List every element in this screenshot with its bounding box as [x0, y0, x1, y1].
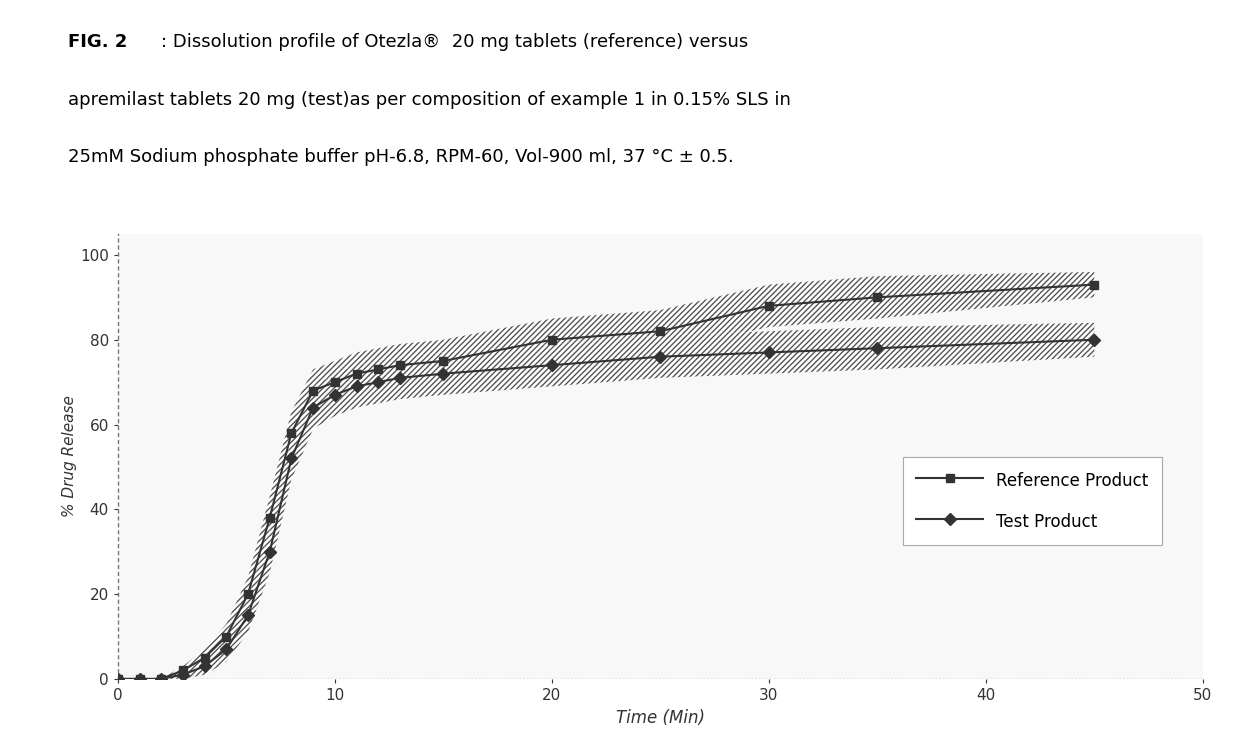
- Test Product: [263, 548, 278, 556]
- Test Product: [218, 645, 233, 654]
- Test Product: [761, 348, 776, 357]
- Reference Product: [241, 590, 255, 599]
- Text: 25mM Sodium phosphate buffer pH-6.8, RPM-60, Vol-900 ml, 37 °C ± 0.5.: 25mM Sodium phosphate buffer pH-6.8, RPM…: [68, 148, 734, 166]
- Reference Product: [392, 361, 407, 370]
- Reference Product: [1086, 280, 1101, 289]
- Test Product: [241, 611, 255, 620]
- Reference Product: [131, 674, 148, 683]
- Test Product: [436, 370, 451, 378]
- Reference Product: [110, 674, 125, 683]
- Text: apremilast tablets 20 mg (test)as per composition of example 1 in 0.15% SLS in: apremilast tablets 20 mg (test)as per co…: [68, 91, 791, 108]
- Line: Reference Product: Reference Product: [114, 280, 1099, 683]
- Text: : Dissolution profile of Otezla®  20 mg tablets (reference) versus: : Dissolution profile of Otezla® 20 mg t…: [161, 33, 749, 51]
- Reference Product: [544, 335, 559, 344]
- Test Product: [131, 674, 148, 683]
- Test Product: [327, 390, 342, 399]
- Reference Product: [263, 513, 278, 522]
- Reference Product: [305, 386, 320, 395]
- Reference Product: [761, 301, 776, 310]
- Reference Product: [218, 632, 233, 641]
- Reference Product: [652, 326, 667, 335]
- Legend: Reference Product, Test Product: Reference Product, Test Product: [903, 457, 1162, 545]
- Reference Product: [327, 378, 342, 387]
- Reference Product: [350, 370, 365, 378]
- X-axis label: Time (Min): Time (Min): [616, 709, 704, 726]
- Reference Product: [154, 674, 169, 683]
- Test Product: [197, 662, 212, 671]
- Test Product: [110, 674, 125, 683]
- Text: FIG. 2: FIG. 2: [68, 33, 128, 51]
- Reference Product: [197, 653, 212, 662]
- Test Product: [1086, 335, 1101, 344]
- Test Product: [284, 454, 299, 463]
- Reference Product: [436, 356, 451, 365]
- Reference Product: [176, 666, 191, 675]
- Reference Product: [371, 365, 386, 374]
- Test Product: [176, 670, 191, 679]
- Test Product: [870, 344, 885, 352]
- Test Product: [371, 378, 386, 387]
- Test Product: [350, 382, 365, 391]
- Reference Product: [284, 429, 299, 438]
- Test Product: [305, 403, 320, 412]
- Test Product: [154, 674, 169, 683]
- Test Product: [652, 352, 667, 361]
- Y-axis label: % Drug Release: % Drug Release: [62, 395, 77, 517]
- Reference Product: [870, 293, 885, 302]
- Test Product: [392, 373, 407, 382]
- Test Product: [544, 361, 559, 370]
- Line: Test Product: Test Product: [114, 335, 1099, 683]
